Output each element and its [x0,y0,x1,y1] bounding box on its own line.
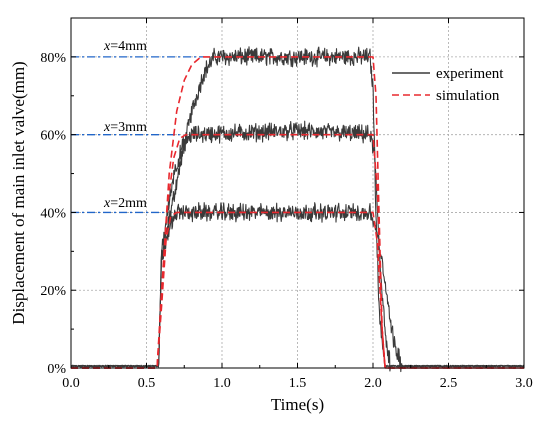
y-tick-label: 60% [40,129,66,144]
axis-ticks: 0.0 0.5 1.0 1.5 2.0 2.5 3.0 0% 20% 40% 60% 80% [40,18,533,391]
annotation-var: x [103,120,111,135]
x-tick-label: 2.5 [440,376,458,391]
x-tick-label: 1.0 [213,376,231,391]
annotation-var: x [103,39,111,54]
reference-lines [71,56,204,214]
x-axis-label: Time(s) [271,395,324,414]
series-simulation-line [71,211,524,369]
x-tick-label: 0.5 [138,376,156,391]
annotation-x-4mm: x=4mm [103,39,147,54]
y-tick-label: 40% [40,206,66,221]
y-tick-label: 0% [47,362,66,377]
x-tick-label: 0.0 [62,376,80,391]
y-axis-label: Displacement of main inlet valve(mm) [9,61,28,324]
legend-label-simulation: simulation [436,88,500,104]
annotation-x-2mm: x=2mm [103,196,147,211]
x-tick-label: 2.0 [364,376,382,391]
legend-label-experiment: experiment [436,66,504,82]
x-tick-label: 3.0 [515,376,533,391]
grid [71,18,524,368]
annotation-var: x [103,196,111,211]
y-tick-label: 20% [40,284,66,299]
annotations: x=4mm x=3mm x=2mm [103,39,147,211]
annotation-x-3mm: x=3mm [103,120,147,135]
annotation-value: =4mm [110,39,147,54]
x-tick-label: 1.5 [289,376,307,391]
y-tick-label: 80% [40,51,66,66]
legend: experiment simulation [392,66,504,104]
annotation-value: =3mm [110,120,147,135]
annotation-value: =2mm [110,196,147,211]
